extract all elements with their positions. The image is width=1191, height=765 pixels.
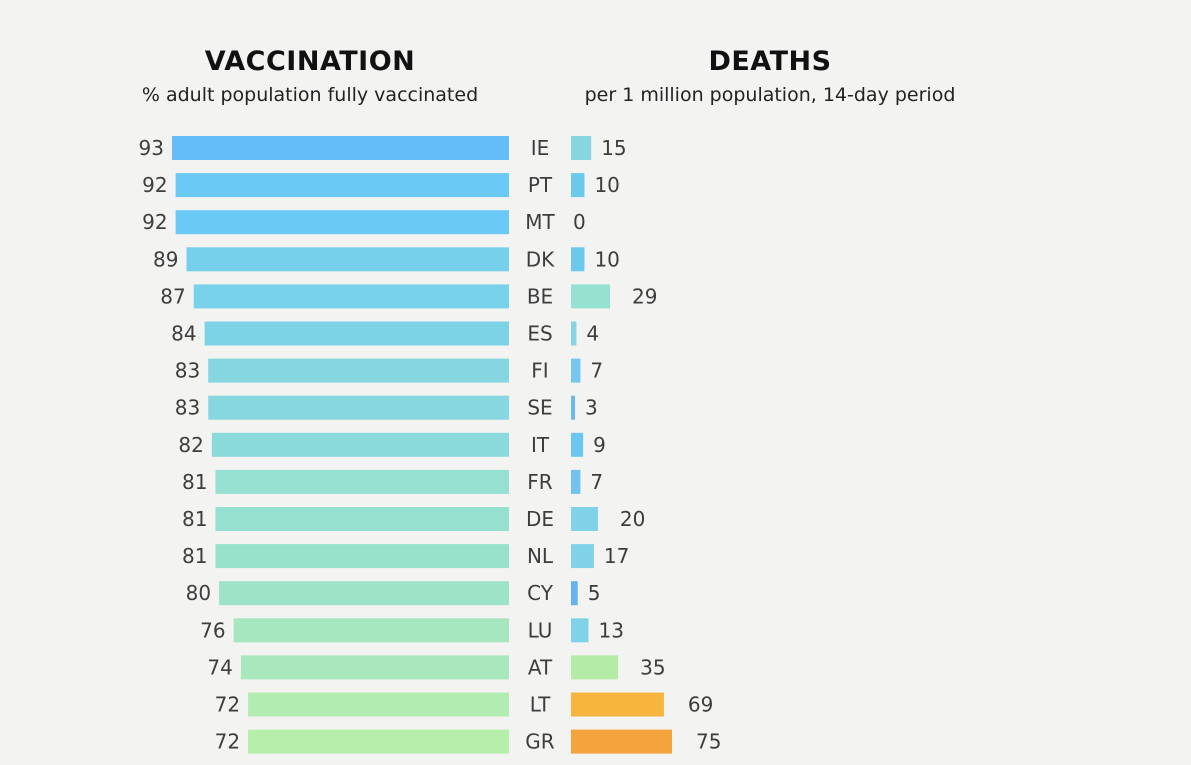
deaths-subtitle: per 1 million population, 14-day period: [584, 84, 956, 106]
deaths-bar: [571, 173, 585, 198]
vaccination-value-label: 83: [175, 359, 200, 383]
country-label: ES: [527, 322, 552, 346]
vaccination-value-label: 80: [186, 581, 211, 605]
deaths-bar: [571, 136, 592, 160]
deaths-value-label: 17: [604, 544, 629, 568]
vaccination-bar: [211, 432, 509, 457]
vaccination-value-label: 87: [160, 284, 185, 308]
vaccination-value-label: 72: [215, 693, 240, 717]
vaccination-bar: [233, 618, 509, 643]
deaths-value-label: 15: [601, 136, 626, 160]
deaths-value-label: 9: [593, 433, 606, 457]
vaccination-value-label: 72: [215, 730, 240, 754]
deaths-bar: [571, 358, 581, 383]
vaccination-value-label: 83: [175, 396, 200, 420]
country-label: DE: [526, 507, 554, 531]
deaths-bar: [571, 655, 619, 680]
country-label: BE: [527, 284, 553, 308]
country-label: MT: [525, 210, 555, 234]
deaths-bar: [571, 507, 598, 531]
vaccination-bar: [175, 210, 509, 235]
vaccination-value-label: 93: [139, 136, 164, 160]
vaccination-value-label: 81: [182, 470, 207, 494]
vaccination-bar: [208, 395, 509, 420]
vaccination-title: VACCINATION: [204, 46, 416, 77]
deaths-bar: [571, 581, 578, 606]
deaths-value-label: 7: [590, 359, 603, 383]
country-label: FR: [527, 470, 553, 494]
country-label: LU: [528, 618, 553, 642]
country-label: SE: [527, 396, 552, 420]
deaths-value-label: 10: [594, 247, 619, 271]
deaths-value-label: 20: [620, 507, 645, 531]
vaccination-bar: [248, 692, 509, 717]
deaths-bar: [571, 692, 664, 717]
deaths-bar: [571, 321, 577, 346]
deaths-value-label: 0: [573, 210, 586, 234]
deaths-title: DEATHS: [708, 46, 832, 77]
deaths-value-label: 4: [586, 322, 599, 346]
deaths-bar: [571, 729, 672, 754]
vaccination-value-label: 81: [182, 544, 207, 568]
vaccination-bar: [248, 729, 509, 754]
vaccination-subtitle: % adult population fully vaccinated: [141, 84, 479, 106]
vaccination-value-label: 82: [178, 433, 203, 457]
vaccination-bar: [215, 507, 509, 531]
deaths-bar: [571, 395, 576, 420]
country-label: IE: [531, 136, 550, 160]
country-label: GR: [525, 730, 554, 754]
vaccination-value-label: 84: [171, 322, 196, 346]
country-label: FI: [531, 359, 548, 383]
deaths-value-label: 10: [594, 173, 619, 197]
deaths-bar: [571, 432, 584, 457]
vaccination-value-label: 81: [182, 507, 207, 531]
deaths-bar: [571, 247, 585, 272]
vaccination-value-label: 74: [207, 655, 232, 679]
vaccination-value-label: 92: [142, 210, 167, 234]
deaths-value-label: 7: [590, 470, 603, 494]
vaccination-bar: [172, 136, 509, 160]
deaths-value-label: 69: [688, 693, 713, 717]
country-label: DK: [526, 247, 555, 271]
country-label: NL: [527, 544, 554, 568]
vaccination-bar: [208, 358, 509, 383]
vaccination-bar: [186, 247, 509, 272]
vaccination-bar: [175, 173, 509, 198]
vaccination-bar: [193, 284, 509, 309]
deaths-value-label: 5: [588, 581, 601, 605]
deaths-bar: [571, 284, 611, 309]
country-label: PT: [528, 173, 553, 197]
deaths-value-label: 13: [599, 618, 624, 642]
deaths-bar: [571, 544, 594, 569]
vaccination-bar: [240, 655, 509, 680]
vaccination-value-label: 89: [153, 247, 178, 271]
country-label: LT: [530, 693, 551, 717]
deaths-bar: [571, 469, 581, 494]
deaths-value-label: 29: [632, 284, 657, 308]
country-label: IT: [531, 433, 550, 457]
vaccination-bar: [219, 581, 509, 606]
country-label: CY: [527, 581, 554, 605]
deaths-value-label: 35: [640, 655, 665, 679]
vaccination-bar: [204, 321, 509, 346]
vaccination-bar: [215, 544, 509, 569]
deaths-value-label: 75: [696, 730, 721, 754]
deaths-bar: [571, 618, 589, 643]
vaccination-value-label: 76: [200, 618, 225, 642]
vaccination-value-label: 92: [142, 173, 167, 197]
deaths-value-label: 3: [585, 396, 598, 420]
country-label: AT: [528, 655, 553, 679]
vaccination-bar: [215, 469, 509, 494]
